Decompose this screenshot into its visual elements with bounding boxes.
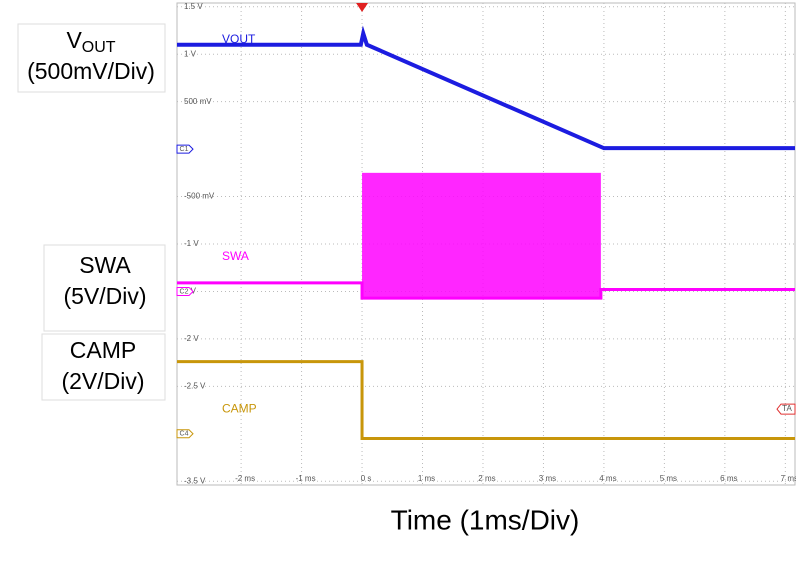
channel-label: SWA bbox=[79, 252, 131, 278]
channel-marker bbox=[176, 429, 194, 439]
x-tick-label: 2 ms bbox=[478, 474, 495, 483]
x-tick-label: 6 ms bbox=[720, 474, 737, 483]
x-tick-label: 5 ms bbox=[660, 474, 677, 483]
y-tick-label: -500 mV bbox=[184, 192, 215, 201]
channel-box bbox=[43, 244, 166, 332]
y-tick-label: -1 V bbox=[184, 239, 199, 248]
x-tick-label: 3 ms bbox=[539, 474, 556, 483]
channel-scale: (2V/Div) bbox=[61, 368, 144, 394]
y-tick-label: 1 V bbox=[184, 49, 197, 58]
y-tick-label: -3.5 V bbox=[184, 476, 206, 485]
channel-marker-label: C4 bbox=[180, 431, 189, 438]
x-tick-label: 1 ms bbox=[418, 474, 435, 483]
trace-label: CAMP bbox=[222, 401, 257, 415]
channel-marker-label: C1 bbox=[180, 146, 189, 153]
x-tick-label: 4 ms bbox=[599, 474, 616, 483]
channel-scale: (5V/Div) bbox=[63, 283, 146, 309]
channel-label: CAMP bbox=[70, 337, 136, 363]
channel-marker-label: C2 bbox=[180, 288, 189, 295]
x-tick-label: -1 ms bbox=[296, 474, 316, 483]
channel-box bbox=[17, 23, 166, 93]
y-tick-label: 500 mV bbox=[184, 97, 212, 106]
channel-scale: (500mV/Div) bbox=[27, 58, 155, 84]
trigger-label: TA bbox=[782, 404, 792, 413]
label-main: V bbox=[66, 27, 82, 53]
trace bbox=[177, 281, 795, 300]
trace bbox=[177, 360, 795, 441]
channel-marker bbox=[176, 286, 194, 296]
y-tick-label: 1.5 V bbox=[184, 2, 203, 11]
trace-label: SWA bbox=[222, 249, 249, 263]
y-tick-label: -2.5 V bbox=[184, 381, 206, 390]
trace-label: VOUT bbox=[222, 32, 256, 46]
trigger-time-marker bbox=[356, 3, 369, 12]
channel-marker bbox=[176, 144, 194, 154]
channel-box bbox=[41, 333, 166, 401]
x-tick-label: 0 s bbox=[361, 474, 372, 483]
switching-band bbox=[362, 172, 601, 299]
channel-label: VOUT bbox=[66, 27, 115, 56]
trigger-marker bbox=[776, 403, 796, 415]
x-axis-label: Time (1ms/Div) bbox=[391, 504, 580, 535]
trace bbox=[177, 25, 795, 151]
y-tick-label: -2 V bbox=[184, 334, 199, 343]
x-tick-label: -2 ms bbox=[235, 474, 255, 483]
label-sub: OUT bbox=[82, 39, 116, 56]
x-tick-label: 7 ms bbox=[781, 474, 796, 483]
